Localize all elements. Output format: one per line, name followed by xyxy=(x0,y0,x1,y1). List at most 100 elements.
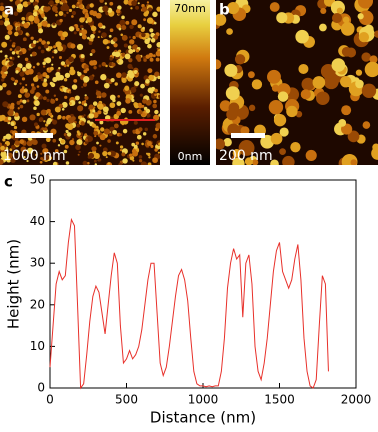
grain xyxy=(374,30,378,38)
grain xyxy=(119,19,126,26)
grain xyxy=(27,1,31,5)
grain xyxy=(98,64,102,68)
grain xyxy=(270,132,283,145)
grain xyxy=(84,94,87,97)
grain xyxy=(109,1,114,6)
grain xyxy=(51,5,58,12)
grain xyxy=(65,129,69,134)
grain xyxy=(71,4,76,9)
grain xyxy=(32,66,36,69)
grain xyxy=(10,77,14,81)
grain xyxy=(30,36,34,40)
grain xyxy=(129,153,133,158)
grain xyxy=(49,46,53,50)
grain xyxy=(68,56,75,63)
grain xyxy=(5,133,12,140)
grain xyxy=(150,38,156,43)
grain xyxy=(88,152,95,159)
grain xyxy=(0,50,3,53)
grain xyxy=(1,78,5,82)
grain xyxy=(0,2,4,6)
grain xyxy=(132,35,136,40)
grain xyxy=(76,123,81,128)
grain xyxy=(342,126,349,133)
grain xyxy=(127,45,132,50)
grain xyxy=(147,43,152,49)
grain xyxy=(96,141,99,145)
grain xyxy=(361,83,377,99)
grain xyxy=(109,28,114,33)
panel-label: b xyxy=(219,1,230,19)
grain xyxy=(102,5,109,12)
grain xyxy=(46,23,51,28)
panel-label: a xyxy=(4,1,14,19)
grain xyxy=(320,7,327,15)
grain xyxy=(355,79,364,89)
grain xyxy=(87,36,90,40)
grain xyxy=(43,120,46,123)
grain xyxy=(66,132,72,137)
grain xyxy=(33,106,37,110)
grain xyxy=(79,17,85,23)
grain xyxy=(102,106,109,113)
grain xyxy=(90,25,97,32)
grain xyxy=(81,85,84,89)
grain xyxy=(147,68,153,74)
grain xyxy=(58,56,63,60)
grain xyxy=(9,48,13,51)
grain xyxy=(27,68,34,75)
grain xyxy=(89,53,93,56)
grain xyxy=(77,1,80,5)
grain xyxy=(71,15,74,18)
grain xyxy=(30,42,36,48)
grain xyxy=(99,144,102,147)
grain xyxy=(51,56,54,59)
grain xyxy=(94,163,97,165)
grain xyxy=(9,5,13,10)
grain xyxy=(43,154,50,161)
grain xyxy=(141,32,146,38)
grain xyxy=(85,67,90,72)
grain xyxy=(69,139,75,146)
grain xyxy=(52,77,58,83)
grain xyxy=(146,99,152,105)
grain xyxy=(102,147,108,153)
grain xyxy=(36,112,40,117)
grain xyxy=(112,37,118,42)
grain xyxy=(76,27,80,32)
grain xyxy=(71,84,78,90)
grain xyxy=(340,75,352,88)
scale-label: 200 nm xyxy=(219,148,273,164)
grain xyxy=(83,114,86,117)
grain xyxy=(267,69,281,84)
grain xyxy=(54,106,61,113)
grain xyxy=(102,150,108,157)
grain xyxy=(0,5,5,12)
grain xyxy=(45,74,50,79)
grain xyxy=(14,140,21,146)
grain xyxy=(144,127,148,132)
grain xyxy=(63,77,68,82)
grain xyxy=(64,72,71,79)
grain xyxy=(46,98,50,102)
grain xyxy=(131,148,137,154)
scale-bar-b xyxy=(231,133,265,138)
grain xyxy=(116,110,122,116)
grain xyxy=(138,110,143,115)
grain xyxy=(115,8,121,14)
grain xyxy=(138,25,142,29)
grain xyxy=(145,152,149,155)
grain xyxy=(48,0,54,6)
grain xyxy=(138,158,143,163)
grain xyxy=(23,88,28,93)
grain xyxy=(133,144,138,149)
grain xyxy=(154,148,158,152)
grain xyxy=(83,103,88,107)
scale-label: 1000 nm xyxy=(3,148,66,164)
grain xyxy=(97,22,103,28)
grain xyxy=(316,91,330,105)
grain xyxy=(26,99,30,103)
grain xyxy=(132,44,139,51)
grain xyxy=(155,122,160,129)
